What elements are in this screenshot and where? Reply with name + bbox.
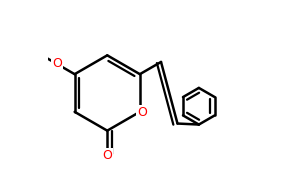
Text: O: O — [52, 57, 62, 70]
Text: O: O — [137, 106, 147, 119]
Text: O: O — [102, 149, 112, 162]
